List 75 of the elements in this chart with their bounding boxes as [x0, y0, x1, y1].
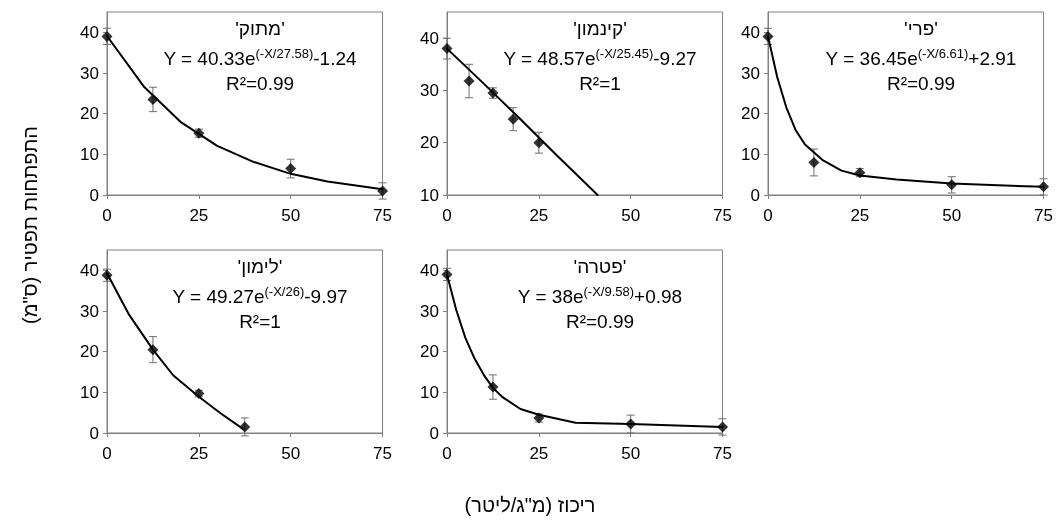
y-tick-label: 40	[741, 22, 760, 42]
x-axis-title: ריכוז (מ"ג/ליטר)	[464, 493, 596, 517]
y-tick-label: 20	[80, 342, 99, 362]
x-tick-label: 75	[713, 206, 733, 225]
annotation: 'מתוק'	[234, 17, 286, 41]
x-tick-label: 25	[529, 206, 549, 225]
annotation: R²=1	[238, 310, 282, 335]
y-tick-label: 10	[420, 185, 439, 205]
annotation: 'פרי'	[903, 17, 939, 41]
annotation: 'פטרה'	[572, 255, 628, 279]
y-tick-label: 40	[420, 260, 439, 280]
point	[147, 344, 159, 356]
x-tick-label: 0	[102, 444, 112, 463]
y-tick-label: 0	[89, 423, 99, 443]
x-tick-label: 75	[373, 444, 393, 463]
x-tick-label: 25	[189, 444, 209, 463]
annotation: R²=0.99	[885, 72, 957, 97]
y-tick-label: 30	[80, 63, 99, 83]
annotation: Y = 40.33e$^{(-X/27.58)}$-1.24	[162, 45, 358, 72]
y-tick-label: 20	[741, 104, 760, 124]
y-tick-label: 20	[80, 104, 99, 124]
annotation: R²=0.99	[224, 72, 296, 97]
point	[101, 30, 113, 42]
point	[533, 137, 545, 149]
x-tick-label: 75	[373, 206, 393, 225]
point	[441, 43, 453, 55]
annotation: R²=1	[578, 72, 622, 97]
y-tick-label: 20	[420, 133, 439, 153]
point	[441, 268, 453, 280]
point	[463, 75, 475, 87]
annotation: R²=0.99	[564, 310, 636, 335]
x-tick-label: 75	[1034, 206, 1054, 225]
y-tick-label: 30	[420, 80, 439, 100]
point	[239, 421, 251, 433]
x-tick-label: 50	[281, 444, 301, 463]
annotation: Y = 49.27e$^{(-X/26)}$-9.97	[171, 283, 349, 310]
y-tick-label: 10	[741, 144, 760, 164]
point	[625, 418, 637, 430]
annotation: Y = 48.57e$^{(-X/25.45)}$-9.27	[502, 45, 698, 72]
y-tick-label: 30	[741, 63, 760, 83]
x-tick-label: 0	[102, 206, 112, 225]
x-tick-label: 0	[442, 206, 452, 225]
x-tick-label: 0	[763, 206, 773, 225]
x-tick-label: 50	[621, 444, 641, 463]
x-tick-label: 75	[713, 444, 733, 463]
annotation: 'לימון'	[236, 255, 284, 279]
y-tick-label: 0	[89, 185, 99, 205]
annotation: 'קינמון'	[572, 17, 628, 41]
x-tick-label: 25	[529, 444, 549, 463]
y-tick-label: 0	[750, 185, 760, 205]
x-tick-label: 50	[281, 206, 301, 225]
y-tick-label: 20	[420, 342, 439, 362]
point	[507, 113, 519, 125]
y-tick-label: 10	[80, 382, 99, 402]
y-tick-label: 10	[420, 382, 439, 402]
y-tick-label: 40	[80, 260, 99, 280]
x-tick-label: 50	[621, 206, 641, 225]
point	[101, 269, 113, 281]
point	[147, 93, 159, 105]
x-tick-label: 25	[850, 206, 870, 225]
y-tick-label: 30	[80, 301, 99, 321]
y-tick-label: 40	[420, 28, 439, 48]
x-tick-label: 50	[942, 206, 962, 225]
point	[762, 30, 774, 42]
point	[808, 156, 820, 168]
y-tick-label: 30	[420, 301, 439, 321]
point	[487, 381, 499, 393]
y-axis-title: התפתחות תפטיר (ס"מ)	[18, 125, 42, 325]
annotation: Y = 36.45e$^{(-X/6.61)}$+2.91	[824, 45, 1018, 72]
y-tick-label: 10	[80, 144, 99, 164]
x-tick-label: 25	[189, 206, 209, 225]
x-tick-label: 0	[442, 444, 452, 463]
annotation: Y = 38e$^{(-X/9.58)}$+0.98	[516, 283, 684, 310]
y-tick-label: 0	[429, 423, 439, 443]
y-tick-label: 40	[80, 22, 99, 42]
